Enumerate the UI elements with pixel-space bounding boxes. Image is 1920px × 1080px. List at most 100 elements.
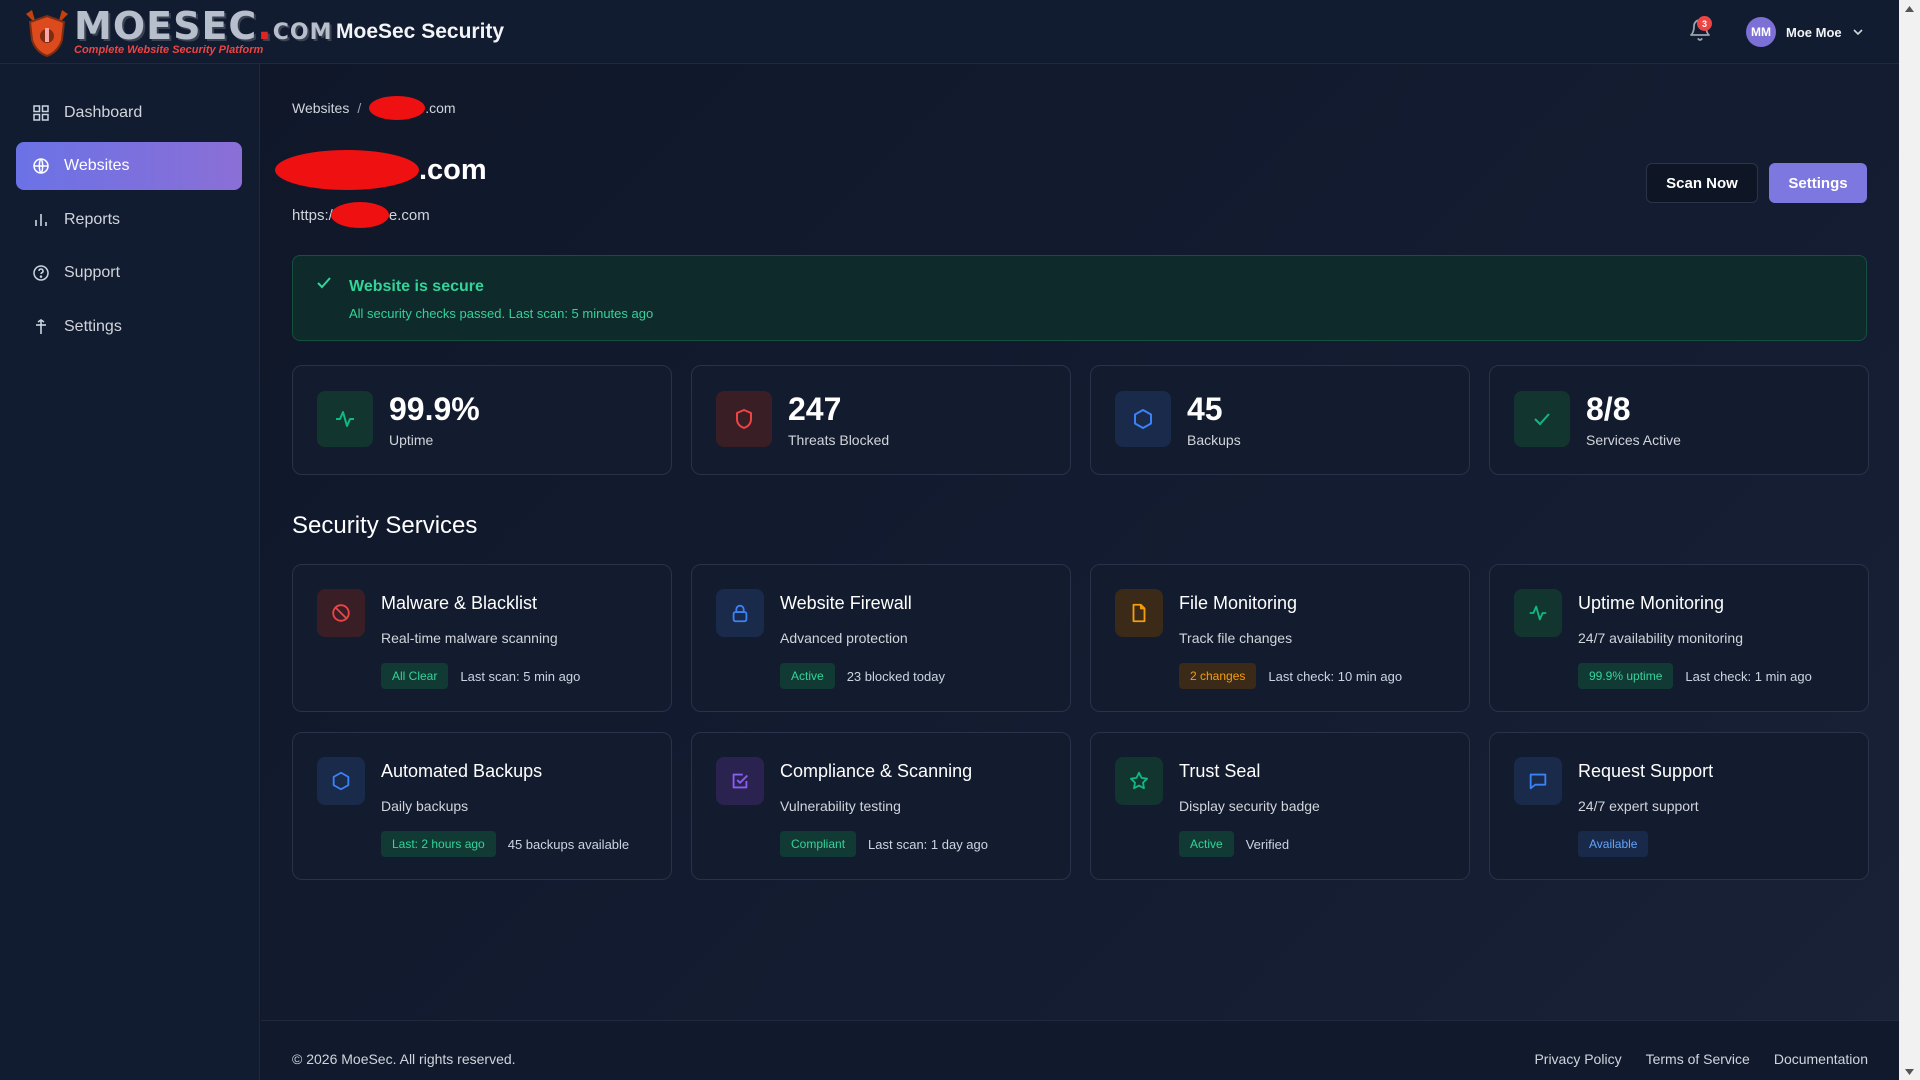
notification-badge: 3	[1697, 16, 1712, 31]
message-square-icon	[1529, 773, 1547, 790]
scrollbar[interactable]	[1899, 0, 1920, 1080]
app-title: MoeSec Security	[336, 20, 505, 43]
service-note: Last check: 1 min ago	[1685, 668, 1812, 684]
service-note: Last scan: 5 min ago	[460, 668, 581, 684]
terms-of-service-link[interactable]: Terms of Service	[1645, 1051, 1750, 1067]
scan-now-button[interactable]: Scan Now	[1646, 163, 1758, 203]
alert-text: All security checks passed. Last scan: 5…	[349, 306, 654, 321]
help-circle-icon	[33, 265, 49, 281]
footer: © 2026 MoeSec. All rights reserved. Priv…	[261, 1020, 1899, 1080]
grid-icon	[33, 105, 49, 121]
service-card-malware[interactable]: Malware & Blacklist Real-time malware sc…	[292, 564, 672, 712]
logo-tagline: Complete Website Security Platform	[74, 44, 264, 56]
globe-icon	[33, 158, 49, 174]
security-status-alert: Website is secure All security checks pa…	[292, 255, 1867, 341]
sidebar-item-dashboard[interactable]: Dashboard	[16, 89, 242, 137]
stat-card-backups: 45 Backups	[1090, 365, 1470, 475]
service-note: 45 backups available	[507, 836, 630, 852]
service-title: Trust Seal	[1179, 761, 1261, 781]
service-description: Vulnerability testing	[780, 798, 901, 814]
avatar: MM	[1746, 17, 1776, 47]
status-badge: 2 changes	[1179, 663, 1257, 689]
main-content: Websites / .com .com https:/ e.com Scan …	[261, 64, 1899, 1080]
chevron-down-icon	[1853, 29, 1863, 36]
redaction-mark	[275, 150, 419, 190]
stat-card-uptime: 99.9% Uptime	[292, 365, 672, 475]
sidebar-item-settings[interactable]: Settings	[16, 303, 242, 351]
service-card-uptime-monitoring[interactable]: Uptime Monitoring 24/7 availability moni…	[1489, 564, 1869, 712]
service-card-backups[interactable]: Automated Backups Daily backups Last: 2 …	[292, 732, 672, 880]
privacy-policy-link[interactable]: Privacy Policy	[1534, 1051, 1622, 1067]
status-badge: All Clear	[381, 663, 449, 689]
sidebar-item-label: Dashboard	[64, 104, 143, 121]
sidebar: Dashboard Websites Reports Support Setti…	[0, 64, 260, 1080]
copyright: © 2026 MoeSec. All rights reserved.	[292, 1051, 516, 1067]
star-icon	[1130, 771, 1148, 790]
hexagon-icon	[332, 771, 350, 791]
stat-label: Threats Blocked	[788, 432, 890, 448]
check-icon	[1534, 413, 1550, 426]
service-note: Last check: 10 min ago	[1268, 668, 1403, 684]
scroll-down-arrow-icon[interactable]	[1899, 1063, 1920, 1080]
sidebar-item-label: Settings	[64, 318, 122, 335]
status-badge: Last: 2 hours ago	[381, 831, 496, 857]
status-badge: Active	[780, 663, 835, 689]
service-description: Display security badge	[1179, 798, 1320, 814]
user-name: Moe Moe	[1786, 24, 1842, 40]
service-description: 24/7 availability monitoring	[1578, 630, 1743, 646]
service-title: Compliance & Scanning	[780, 761, 973, 781]
service-title: Malware & Blacklist	[381, 593, 538, 613]
service-note: 23 blocked today	[846, 668, 945, 684]
service-title: Website Firewall	[780, 593, 912, 613]
sidebar-item-websites[interactable]: Websites	[16, 142, 242, 190]
bar-chart-icon	[35, 214, 47, 226]
check-icon	[317, 277, 331, 289]
section-title: Security Services	[292, 512, 478, 539]
service-card-file-monitoring[interactable]: File Monitoring Track file changes 2 cha…	[1090, 564, 1470, 712]
breadcrumb-current: .com	[425, 100, 456, 116]
breadcrumb: Websites / .com	[292, 96, 456, 120]
activity-icon	[336, 411, 354, 427]
stat-value: 247	[788, 391, 842, 427]
scroll-up-arrow-icon[interactable]	[1899, 0, 1920, 17]
service-description: Daily backups	[381, 798, 469, 814]
logo[interactable]: MOESEC.COM Complete Website Security Pla…	[22, 4, 331, 58]
user-menu[interactable]: MM Moe Moe	[1746, 16, 1864, 48]
footer-links: Privacy Policy Terms of Service Document…	[1510, 1051, 1868, 1067]
breadcrumb-separator: /	[357, 100, 362, 116]
site-url: https:/ e.com	[292, 202, 430, 228]
sidebar-item-reports[interactable]: Reports	[16, 196, 242, 244]
stat-value: 8/8	[1586, 391, 1631, 427]
service-description: Real-time malware scanning	[381, 630, 558, 646]
service-card-support[interactable]: Request Support 24/7 expert support Avai…	[1489, 732, 1869, 880]
page-title: .com	[275, 150, 487, 190]
shield-logo-icon	[26, 10, 68, 58]
stat-value: 45	[1187, 391, 1223, 427]
settings-icon	[36, 319, 46, 334]
status-badge: 99.9% uptime	[1578, 663, 1674, 689]
hexagon-icon	[1134, 409, 1152, 429]
stat-label: Services Active	[1586, 432, 1681, 448]
service-description: 24/7 expert support	[1578, 798, 1699, 814]
service-description: Advanced protection	[780, 630, 908, 646]
lock-icon	[732, 604, 748, 623]
service-card-trust-seal[interactable]: Trust Seal Display security badge Active…	[1090, 732, 1470, 880]
service-title: Uptime Monitoring	[1578, 593, 1725, 613]
redaction-mark	[369, 96, 426, 120]
sidebar-item-support[interactable]: Support	[16, 249, 242, 297]
service-card-firewall[interactable]: Website Firewall Advanced protection Act…	[691, 564, 1071, 712]
stat-label: Uptime	[389, 432, 434, 448]
settings-button[interactable]: Settings	[1769, 163, 1867, 203]
check-square-icon	[732, 773, 748, 789]
status-badge: Available	[1578, 831, 1649, 857]
service-title: File Monitoring	[1179, 593, 1298, 613]
file-icon	[1132, 603, 1146, 623]
service-title: Request Support	[1578, 761, 1714, 781]
service-card-compliance[interactable]: Compliance & Scanning Vulnerability test…	[691, 732, 1071, 880]
sidebar-item-label: Websites	[64, 157, 130, 174]
documentation-link[interactable]: Documentation	[1773, 1051, 1868, 1067]
status-badge: Active	[1179, 831, 1234, 857]
breadcrumb-root-link[interactable]: Websites	[292, 100, 350, 116]
stat-label: Backups	[1187, 432, 1241, 448]
stat-card-threats: 247 Threats Blocked	[691, 365, 1071, 475]
